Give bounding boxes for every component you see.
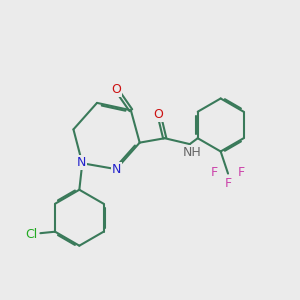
Text: NH: NH (183, 146, 202, 159)
Text: N: N (77, 156, 86, 169)
Text: F: F (211, 166, 218, 178)
Text: O: O (111, 83, 121, 96)
Text: O: O (153, 108, 163, 121)
Text: N: N (112, 163, 122, 176)
Text: Cl: Cl (26, 228, 38, 241)
Text: F: F (238, 166, 245, 178)
Text: F: F (224, 177, 232, 190)
